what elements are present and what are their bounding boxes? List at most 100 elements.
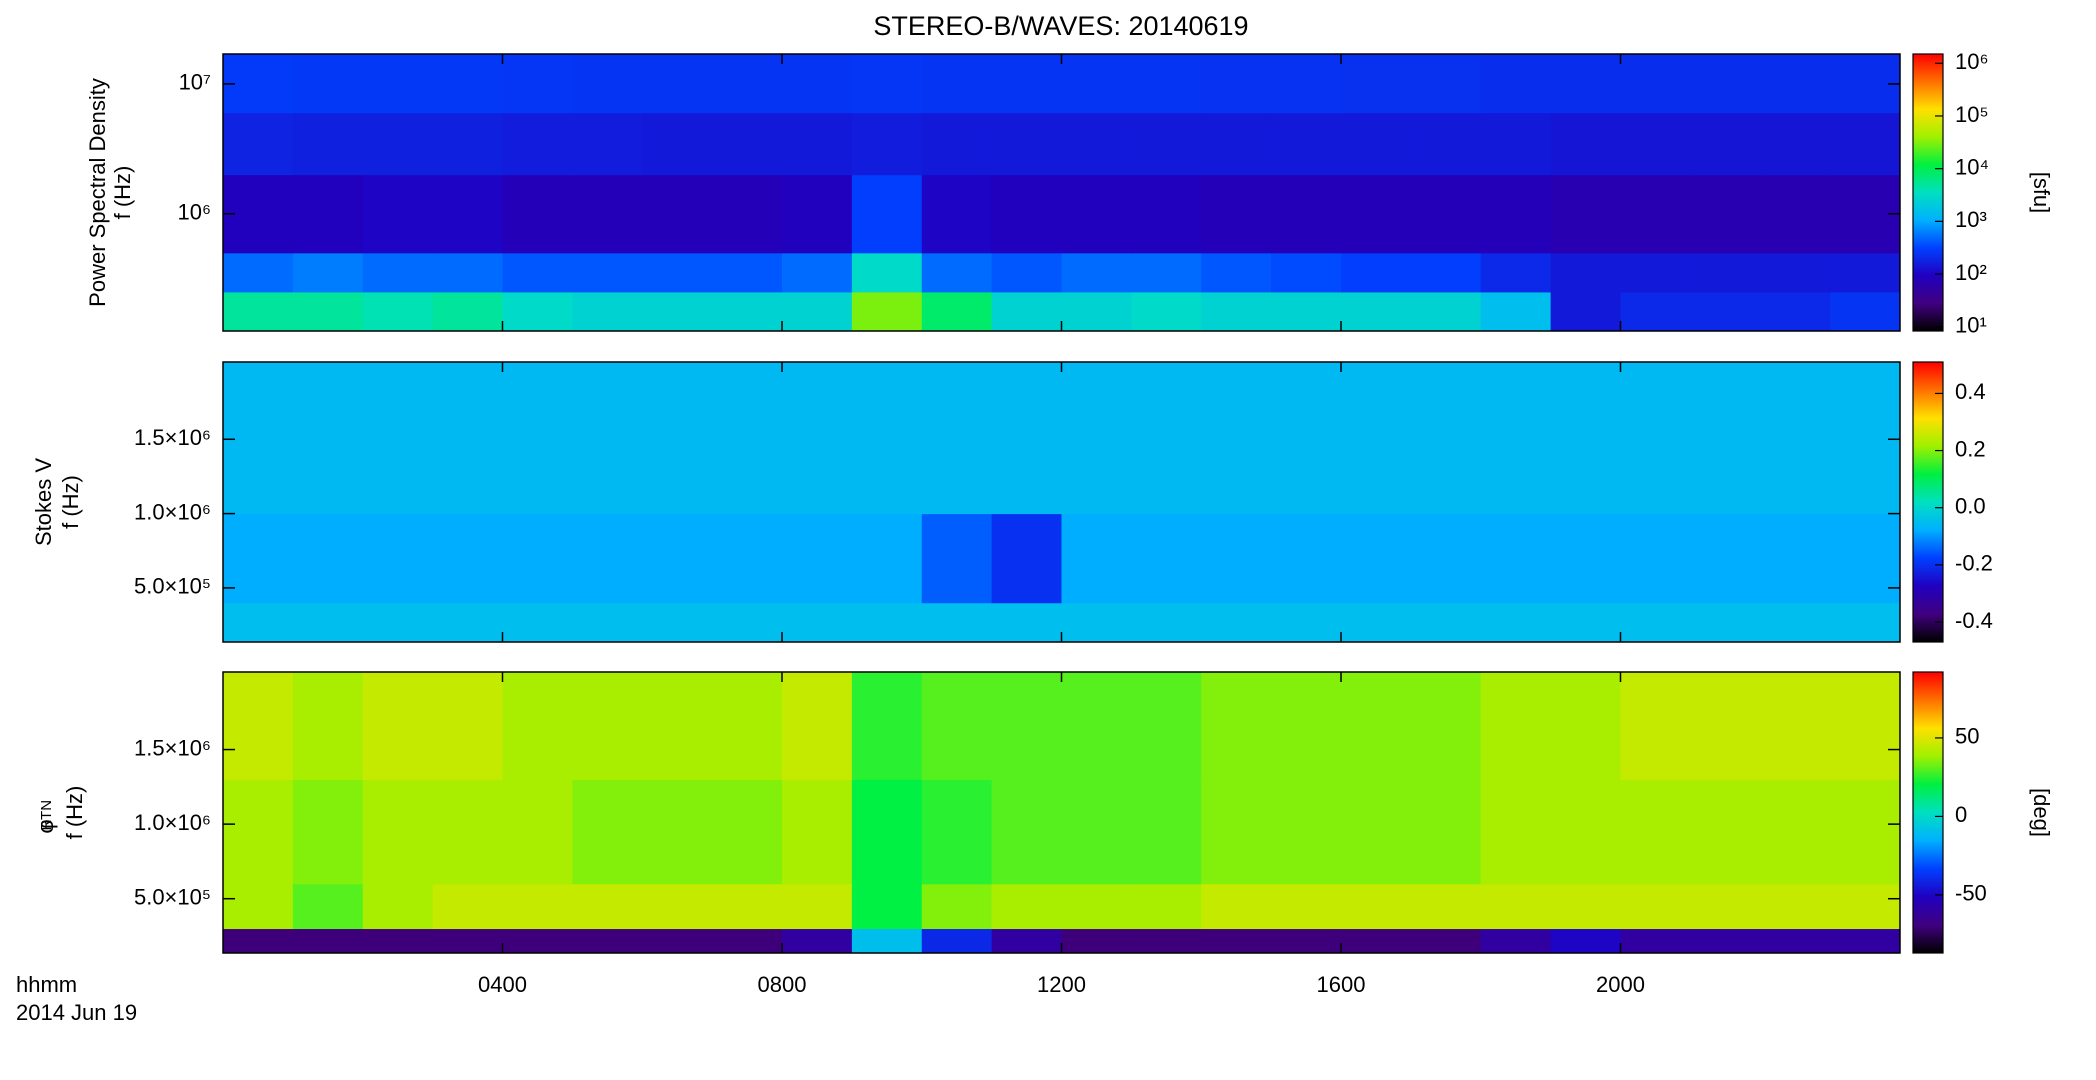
heatmap-cell — [991, 291, 1062, 331]
colorbar — [1912, 53, 1944, 332]
heatmap-cell — [1341, 883, 1412, 930]
heatmap-cell — [1061, 513, 1132, 604]
heatmap-cell — [1201, 779, 1272, 885]
heatmap-cell — [572, 672, 643, 780]
heatmap-cell — [991, 779, 1062, 885]
heatmap-cell — [292, 779, 364, 885]
heatmap-cell — [851, 362, 923, 515]
heatmap-cell — [362, 54, 434, 114]
heatmap-cell — [1131, 672, 1202, 780]
heatmap-cell — [642, 602, 713, 642]
heatmap-cell — [502, 779, 573, 885]
heatmap-cell — [1271, 252, 1342, 293]
heatmap-cell — [1830, 928, 1900, 953]
heatmap-cell — [432, 602, 503, 642]
heatmap-cell — [1690, 928, 1761, 953]
heatmap-cell — [642, 928, 713, 953]
heatmap-cell — [432, 252, 503, 293]
heatmap-cell — [1830, 291, 1900, 331]
heatmap-cell — [432, 54, 503, 114]
heatmap-cell — [1690, 362, 1761, 515]
heatmap-cell — [502, 602, 573, 642]
heatmap-cell — [502, 174, 573, 254]
heatmap-cell — [1201, 513, 1272, 604]
heatmap-cell — [292, 928, 364, 953]
heatmap-cell — [712, 362, 783, 515]
heatmap-cell — [1271, 602, 1342, 642]
heatmap-cell — [1760, 112, 1831, 176]
y-axis-label: f (Hz) — [62, 786, 87, 840]
colorbar-tick-label: -0.2 — [1955, 551, 1993, 576]
heatmap-cell — [1201, 672, 1272, 780]
heatmap-cell — [502, 513, 573, 604]
heatmap-cell — [572, 928, 643, 953]
heatmap-cell — [362, 928, 434, 953]
heatmap-cell — [712, 291, 783, 331]
heatmap-cell — [782, 602, 853, 642]
heatmap-cell — [1830, 362, 1900, 515]
heatmap-cell — [921, 779, 993, 885]
heatmap-cell — [1480, 291, 1552, 331]
heatmap-cell — [1131, 174, 1202, 254]
heatmap-cell — [1760, 291, 1831, 331]
heatmap-cell — [1271, 928, 1342, 953]
heatmap-cell — [1760, 779, 1831, 885]
heatmap-cell — [432, 112, 503, 176]
heatmap-cell — [1341, 779, 1412, 885]
heatmap-cell — [1131, 779, 1202, 885]
heatmap-cell — [362, 513, 434, 604]
heatmap-cell — [1131, 883, 1202, 930]
heatmap-cell — [1061, 252, 1132, 293]
heatmap-cell — [1760, 672, 1831, 780]
heatmap-cell — [991, 883, 1062, 930]
heatmap-cell — [1061, 112, 1132, 176]
heatmap-cell — [1131, 513, 1202, 604]
heatmap-cell — [572, 883, 643, 930]
heatmap-cell — [1620, 252, 1691, 293]
heatmap-cell — [642, 174, 713, 254]
heatmap-cell — [1271, 291, 1342, 331]
heatmap-cell — [1480, 252, 1552, 293]
heatmap-cell — [642, 362, 713, 515]
heatmap-cell — [1061, 54, 1132, 114]
heatmap-cell — [1410, 513, 1482, 604]
heatmap-cell — [1760, 54, 1831, 114]
heatmap-cell — [1201, 928, 1272, 953]
heatmap-cell — [991, 54, 1062, 114]
heatmap-cell — [1830, 513, 1900, 604]
heatmap-cell — [1201, 174, 1272, 254]
heatmap — [223, 54, 1900, 331]
heatmap-cell — [712, 928, 783, 953]
heatmap-cell — [1550, 291, 1621, 331]
heatmap-cell — [642, 291, 713, 331]
heatmap-cell — [1690, 672, 1761, 780]
heatmap-cell — [1061, 174, 1132, 254]
heatmap-cell — [1690, 779, 1761, 885]
heatmap-cell — [502, 672, 573, 780]
heatmap-cell — [1480, 112, 1552, 176]
heatmap-cell — [1480, 883, 1552, 930]
y-tick-label: 5.0×10⁵ — [134, 574, 211, 599]
heatmap-cell — [1480, 602, 1552, 642]
heatmap-cell — [572, 174, 643, 254]
heatmap-cell — [1410, 672, 1482, 780]
heatmap-cell — [782, 779, 853, 885]
heatmap-cell — [1760, 174, 1831, 254]
heatmap-cell — [432, 779, 503, 885]
heatmap-cell — [1201, 252, 1272, 293]
heatmap-cell — [292, 883, 364, 930]
heatmap-cell — [1271, 883, 1342, 930]
heatmap-cell — [223, 252, 294, 293]
heatmap-cell — [1271, 112, 1342, 176]
heatmap-cell — [292, 362, 364, 515]
y-axis-label: f (Hz) — [58, 475, 83, 529]
heatmap-cell — [362, 883, 434, 930]
heatmap-cell — [1830, 779, 1900, 885]
heatmap-cell — [502, 928, 573, 953]
colorbar-tick-label: 0 — [1955, 802, 1967, 827]
heatmap-cell — [921, 513, 993, 604]
heatmap-cell — [223, 362, 294, 515]
heatmap-cell — [1620, 883, 1691, 930]
heatmap-cell — [1271, 672, 1342, 780]
